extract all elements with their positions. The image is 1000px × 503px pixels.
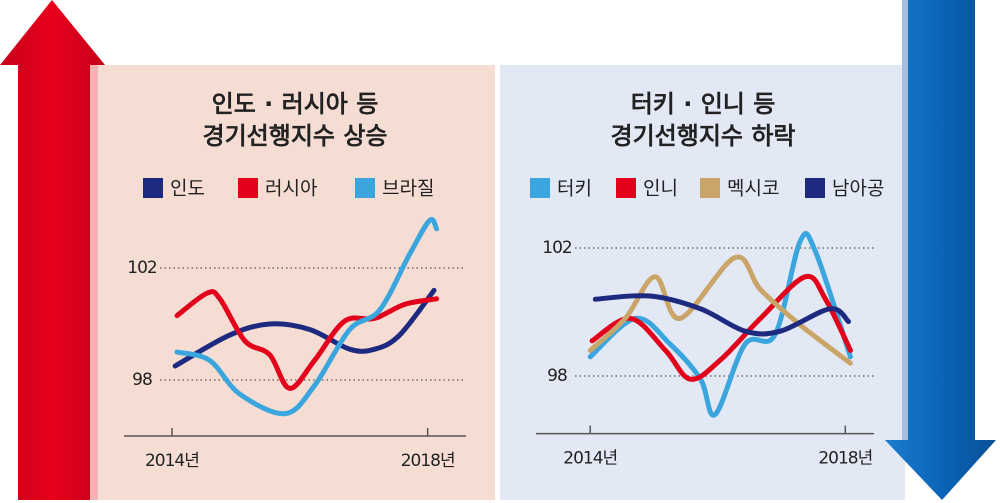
right-panel	[500, 65, 905, 500]
legend-label: 브라질	[382, 178, 434, 200]
x-tick-label: 2018년	[818, 449, 872, 469]
chart-title: 경기선행지수 상승	[203, 122, 388, 150]
legend-swatch	[355, 178, 375, 198]
data-line	[587, 254, 853, 366]
legend-label: 인도	[170, 178, 205, 200]
legend-label: 멕시코	[727, 178, 779, 200]
legend-swatch	[805, 178, 825, 198]
legend-label: 남아공	[832, 178, 884, 200]
legend-swatch	[616, 178, 636, 198]
data-line	[589, 273, 853, 382]
chart-title: 인도 · 러시아 등	[212, 90, 379, 118]
legend-label: 인니	[643, 178, 678, 200]
data-line	[174, 289, 440, 391]
chart-title: 터키 · 인니 등	[631, 90, 776, 118]
legend-swatch	[700, 178, 720, 198]
legend-label: 터키	[557, 178, 592, 200]
down-arrow	[885, 0, 996, 500]
x-tick-label: 2018년	[401, 451, 455, 471]
x-tick-label: 2014년	[563, 449, 617, 469]
data-line	[587, 230, 853, 418]
y-tick-label: 102	[127, 258, 157, 278]
chart-title: 경기선행지수 하락	[611, 122, 796, 150]
arrow-shadow	[90, 65, 98, 500]
y-tick-label: 102	[542, 238, 572, 258]
y-tick-label: 98	[547, 366, 567, 386]
legend-swatch	[143, 178, 163, 198]
left-panel	[95, 65, 495, 500]
arrow-shadow	[902, 0, 910, 440]
legend-label: 러시아	[265, 178, 317, 200]
data-line	[592, 293, 851, 337]
x-tick-label: 2014년	[145, 451, 199, 471]
up-arrow	[0, 0, 105, 500]
data-line	[174, 216, 440, 417]
legend-swatch	[530, 178, 550, 198]
y-tick-label: 98	[132, 370, 152, 390]
legend-swatch	[238, 178, 258, 198]
